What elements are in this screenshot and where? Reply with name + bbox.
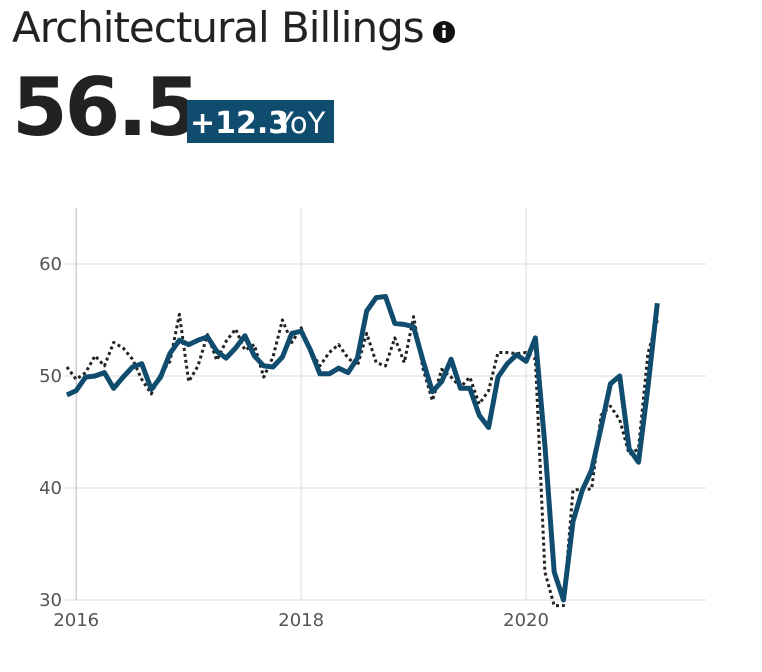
plot: 30 40 50 60 2016 2018 2020 [39,208,706,631]
x-tick-label: 2018 [278,610,324,631]
change-value: +12.3 [190,106,289,141]
series-line [65,294,660,603]
y-tick-label: 40 [39,478,62,499]
x-tick-label: 2016 [53,610,99,631]
y-tick-label: 30 [39,590,62,611]
y-tick-label: 60 [39,254,62,275]
title: Architectural Billings [12,3,424,52]
y-tick-label: 50 [39,366,62,387]
info-icon[interactable] [433,21,455,43]
headline-value: 56.5 [12,61,197,154]
x-tick-label: 2020 [503,610,549,631]
change-badge [187,100,334,143]
change-label: YoY [275,106,326,140]
